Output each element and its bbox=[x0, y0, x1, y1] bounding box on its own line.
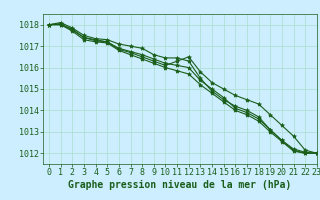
X-axis label: Graphe pression niveau de la mer (hPa): Graphe pression niveau de la mer (hPa) bbox=[68, 180, 292, 190]
